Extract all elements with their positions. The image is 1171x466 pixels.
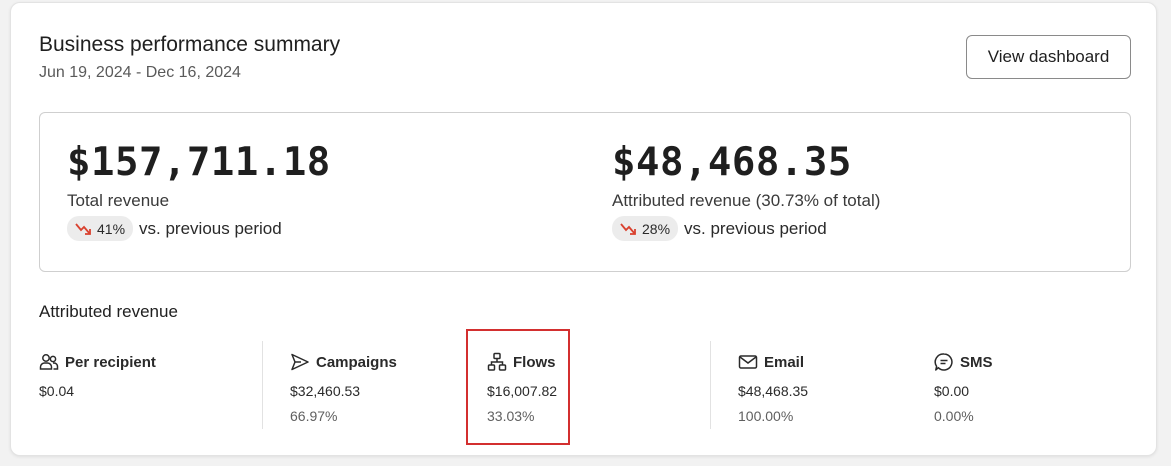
channel-value: $32,460.53 xyxy=(290,383,361,399)
channel-percent: 0.00% xyxy=(934,408,974,424)
channel-value: $16,007.82 xyxy=(487,383,558,399)
sms-icon xyxy=(934,353,953,371)
channel-label: Per recipient xyxy=(65,353,156,371)
channel-label: Flows xyxy=(513,353,556,371)
people-icon xyxy=(39,354,59,370)
change-percent: 28% xyxy=(642,220,671,237)
channel-value: $0.00 xyxy=(934,383,970,399)
channel-label: Campaigns xyxy=(316,353,397,371)
attributed-revenue-amount: $48,468.35 xyxy=(612,140,852,185)
attributed-revenue-heading: Attributed revenue xyxy=(39,302,178,321)
channel-flows: Flows $16,007.82 33.03% xyxy=(487,350,557,424)
channel-value: $48,468.35 xyxy=(738,383,809,399)
change-badge: 28% xyxy=(612,216,679,241)
total-revenue-label: Total revenue xyxy=(67,191,170,210)
channel-campaigns: Campaigns $32,460.53 66.97% xyxy=(290,350,397,425)
attributed-revenue-change: 28% vs. previous period xyxy=(612,216,880,241)
channel-percent: 66.97% xyxy=(290,408,338,424)
channel-percent: 100.00% xyxy=(738,408,794,424)
attributed-revenue-metric: $48,468.35 Attributed revenue (30.73% of… xyxy=(612,141,880,241)
change-text: vs. previous period xyxy=(139,218,282,238)
channel-value: $0.04 xyxy=(39,383,75,399)
flows-highlight-box xyxy=(466,329,570,445)
total-revenue-metric: $157,711.18 Total revenue 41% vs. previo… xyxy=(67,141,331,241)
total-revenue-change: 41% vs. previous period xyxy=(67,216,331,241)
channel-label: SMS xyxy=(960,353,993,371)
channel-label: Email xyxy=(764,353,805,371)
card-title: Business performance summary xyxy=(39,33,341,56)
change-percent: 41% xyxy=(97,220,126,237)
channel-percent: 33.03% xyxy=(487,408,535,424)
total-revenue-amount: $157,711.18 xyxy=(67,140,331,185)
channel-email: Email $48,468.35 100.00% xyxy=(738,350,809,425)
attributed-revenue-label: Attributed revenue (30.73% of total) xyxy=(612,191,881,210)
view-dashboard-button[interactable]: View dashboard xyxy=(966,35,1131,79)
email-icon xyxy=(738,355,758,369)
divider xyxy=(710,341,711,429)
channel-sms: SMS $0.00 0.00% xyxy=(934,350,993,424)
divider xyxy=(262,341,263,429)
flow-icon xyxy=(487,352,507,371)
revenue-totals-panel: $157,711.18 Total revenue 41% vs. previo… xyxy=(39,112,1131,272)
trend-down-icon xyxy=(75,222,91,235)
channel-per-recipient: Per recipient $0.04 xyxy=(39,350,156,400)
change-badge: 41% xyxy=(67,216,134,241)
date-range: Jun 19, 2024 - Dec 16, 2024 xyxy=(39,64,241,81)
trend-down-icon xyxy=(620,222,636,235)
send-icon xyxy=(291,353,309,371)
change-text: vs. previous period xyxy=(684,218,827,238)
performance-summary-card: Business performance summary Jun 19, 202… xyxy=(10,2,1157,456)
